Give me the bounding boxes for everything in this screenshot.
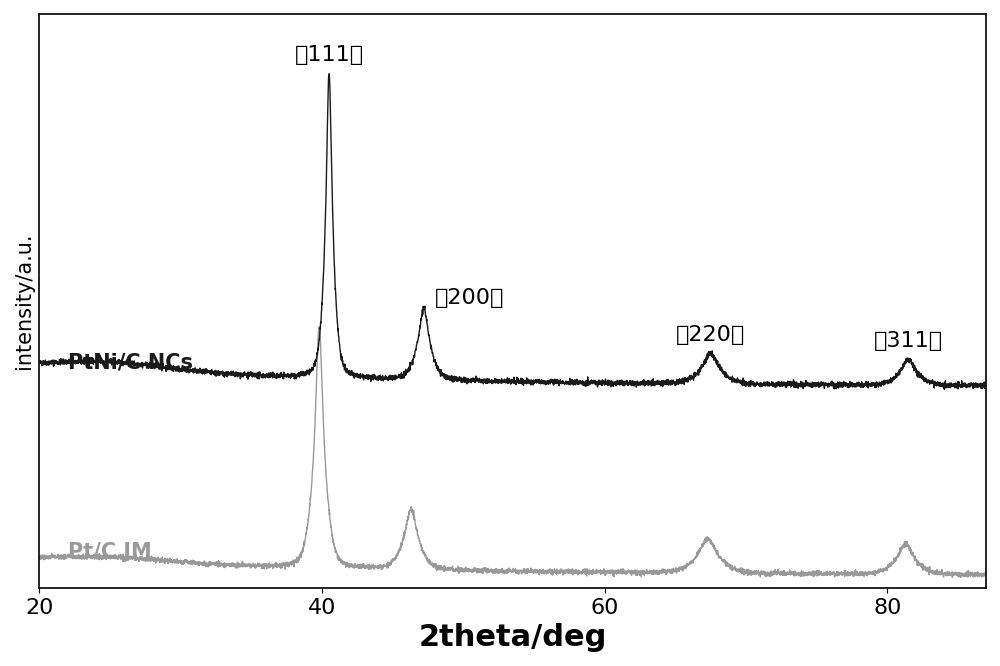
Y-axis label: intensity/a.u.: intensity/a.u.	[14, 232, 34, 369]
Text: （111）: （111）	[295, 45, 364, 65]
X-axis label: 2theta/deg: 2theta/deg	[419, 623, 607, 652]
Text: Pt/C JM: Pt/C JM	[68, 542, 151, 562]
Text: （200）: （200）	[435, 288, 504, 308]
Text: （220）: （220）	[676, 325, 745, 345]
Text: （311）: （311）	[874, 331, 943, 351]
Text: PtNi/C NCs: PtNi/C NCs	[68, 353, 193, 373]
